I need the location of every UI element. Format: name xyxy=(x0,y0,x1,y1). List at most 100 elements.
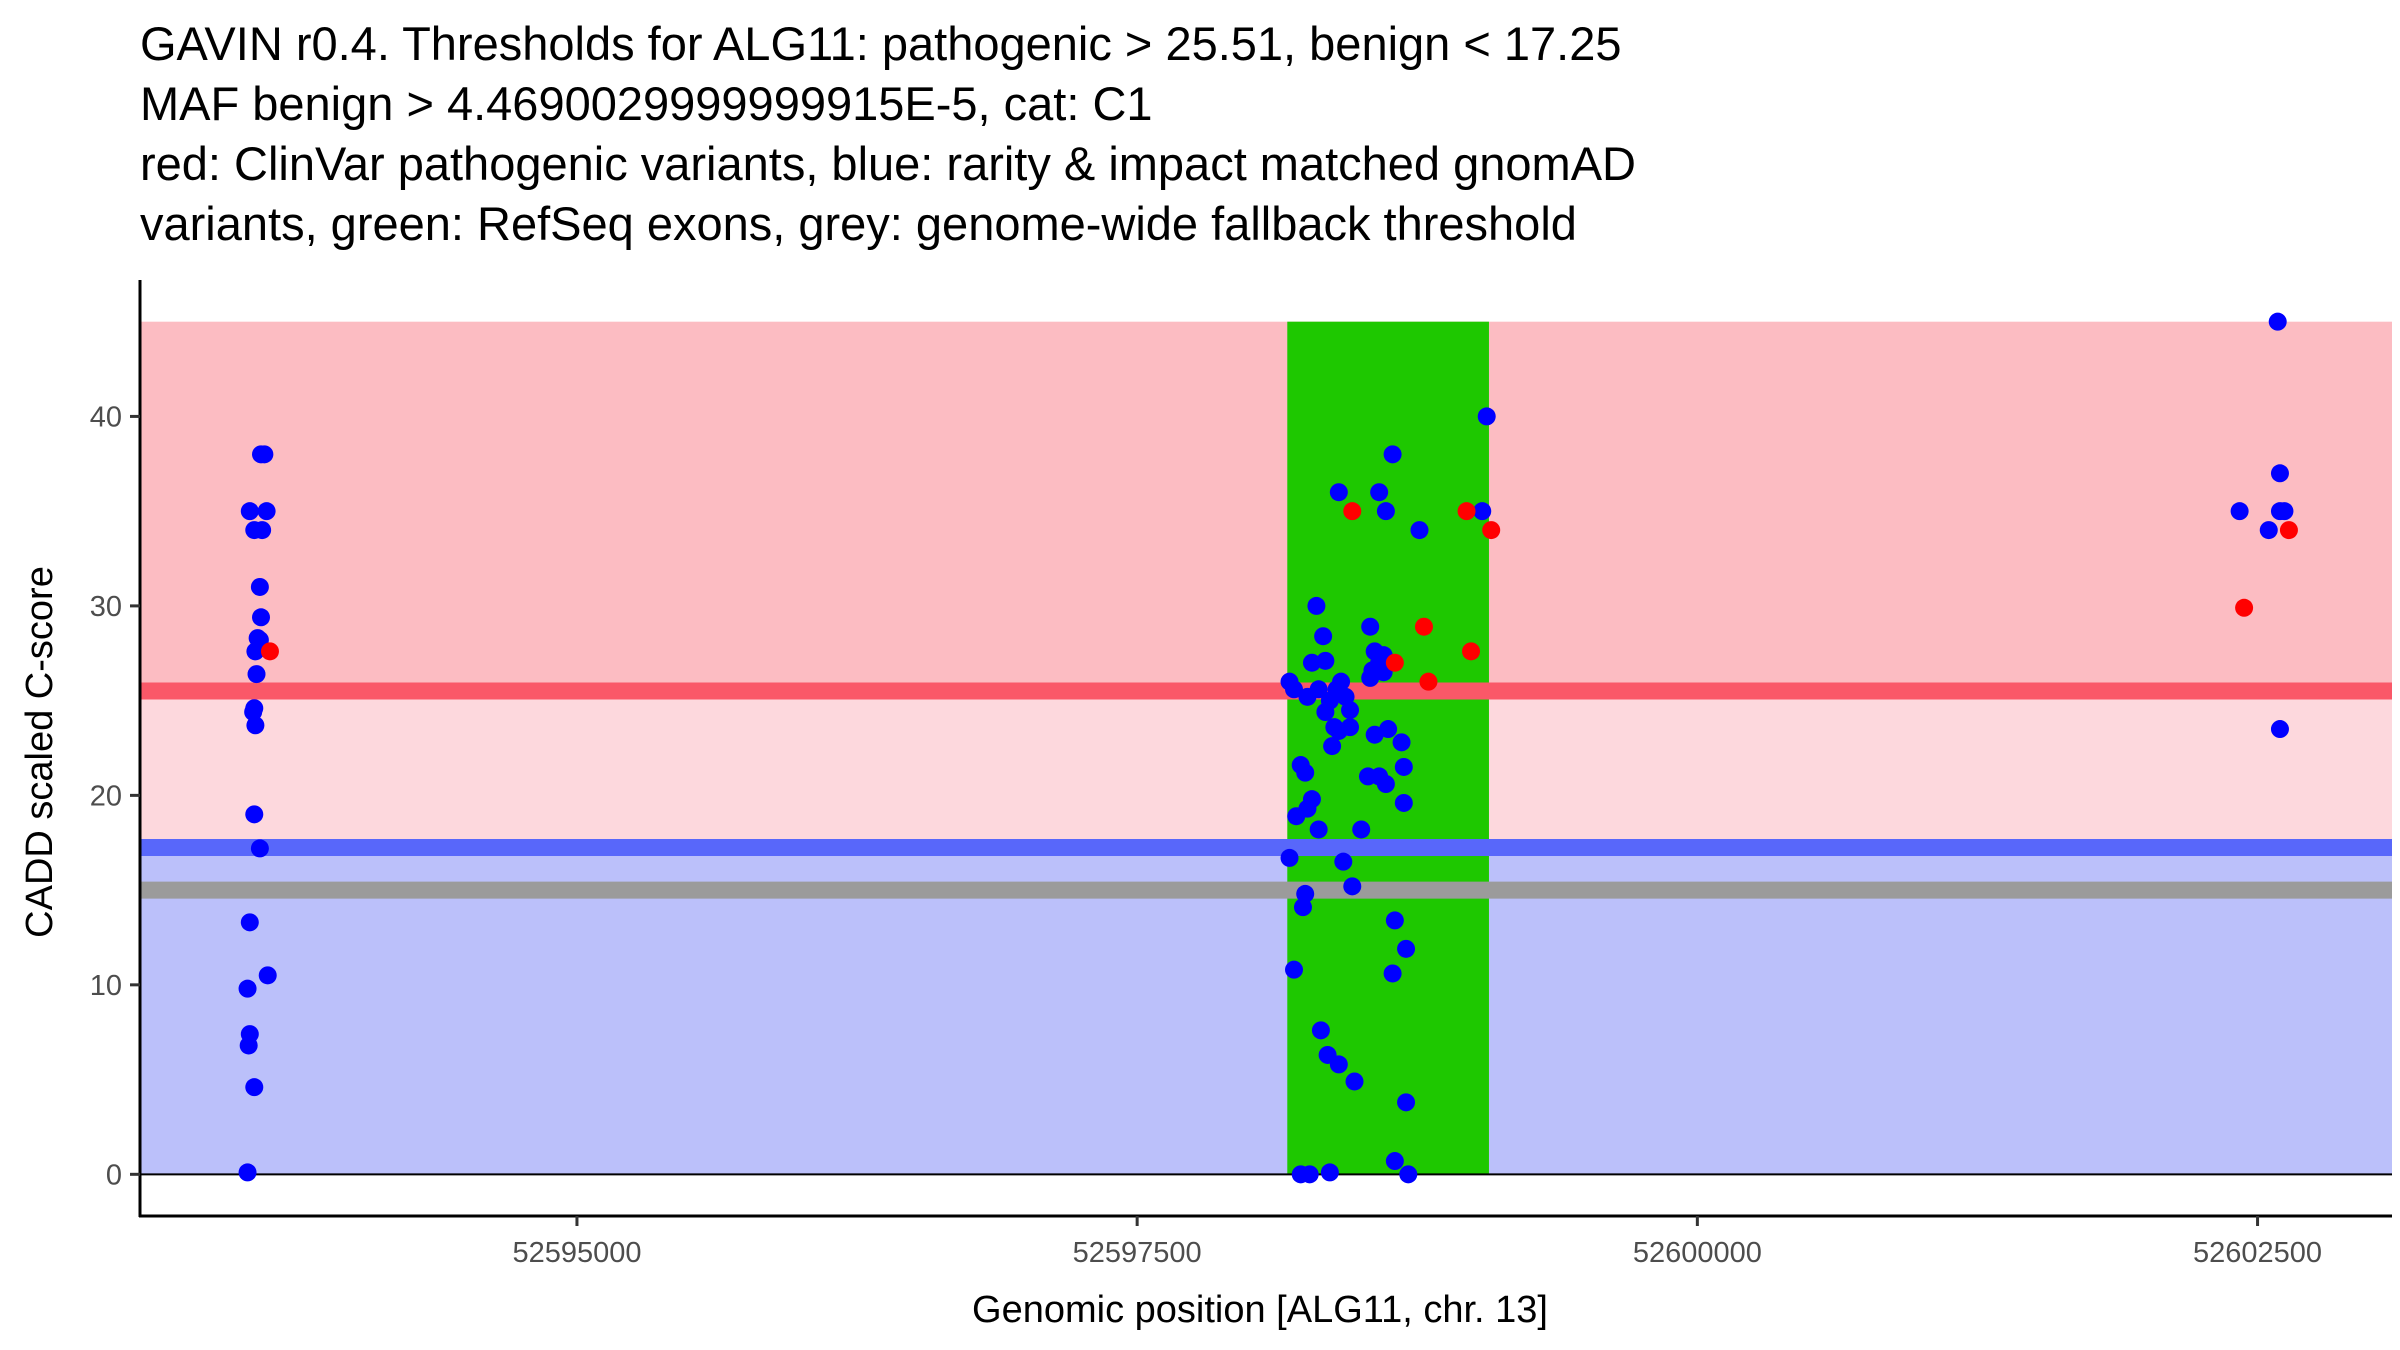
gnomad-point xyxy=(1397,939,1416,958)
gnomad-point xyxy=(1302,790,1321,809)
clinvar-point xyxy=(1482,521,1501,540)
gnomad-point xyxy=(1323,737,1342,756)
gnomad-point xyxy=(246,716,265,735)
gnomad-point xyxy=(1316,703,1335,721)
gnomad-point xyxy=(1385,1152,1404,1171)
x-tick-label: 52602500 xyxy=(2193,1237,2322,1269)
gnomad-point xyxy=(2268,312,2287,331)
gnomad-point xyxy=(2275,502,2294,521)
y-tick-label: 0 xyxy=(106,1159,122,1191)
gnomad-point xyxy=(240,502,259,521)
gnomad-point xyxy=(1285,680,1304,699)
gnomad-point xyxy=(258,966,277,985)
gnomad-point xyxy=(1397,1093,1416,1112)
gnomad-point xyxy=(239,1036,258,1055)
gnomad-point xyxy=(1285,960,1304,979)
gnomad-point xyxy=(2270,464,2289,483)
gnomad-point xyxy=(1352,820,1371,839)
gnomad-point xyxy=(2270,720,2289,739)
y-tick-label: 40 xyxy=(90,401,122,433)
clinvar-point xyxy=(1419,672,1438,691)
gnomad-point xyxy=(257,502,276,521)
gnomad-point xyxy=(247,665,266,684)
gnomad-point xyxy=(1334,852,1353,871)
gnomad-point xyxy=(1473,502,1492,521)
y-tick-label: 30 xyxy=(90,591,122,623)
gnomad-point xyxy=(246,642,265,661)
title-line-1: GAVIN r0.4. Thresholds for ALG11: pathog… xyxy=(140,17,1622,70)
chart-title: GAVIN r0.4. Thresholds for ALG11: pathog… xyxy=(140,14,2380,254)
gnomad-point xyxy=(2259,521,2278,540)
gnomad-point xyxy=(1410,521,1429,540)
clinvar-point xyxy=(1457,502,1476,521)
gnomad-point xyxy=(1296,763,1315,782)
gnomad-point xyxy=(253,521,272,540)
gnomad-point xyxy=(1329,483,1348,502)
gnomad-point xyxy=(2230,502,2249,521)
gnomad-point xyxy=(245,1078,264,1097)
gnomad-point xyxy=(238,979,257,998)
gnomad-point xyxy=(1300,1165,1319,1184)
threshold-regions xyxy=(140,321,2392,1175)
clinvar-point xyxy=(1462,642,1481,661)
gnomad-point xyxy=(1361,668,1380,687)
gnomad-point xyxy=(1383,964,1402,983)
clinvar-point xyxy=(2235,598,2254,617)
gnomad-point xyxy=(1296,884,1315,903)
x-tick-label: 52600000 xyxy=(1633,1237,1762,1269)
axes: 0 10 20 30 40 52595000 52597500 52600000 5260250… xyxy=(90,280,2392,1269)
gnomad-point xyxy=(252,608,271,627)
gnomad-point xyxy=(1280,848,1299,867)
gnomad-point xyxy=(255,445,274,464)
gnomad-point xyxy=(1370,483,1389,502)
title-line-3: red: ClinVar pathogenic variants, blue: … xyxy=(140,137,1636,190)
clinvar-point xyxy=(1385,653,1404,672)
y-axis-title: CADD scaled C-score xyxy=(19,566,61,938)
clinvar-point xyxy=(1414,617,1433,636)
y-tick-label: 10 xyxy=(90,970,122,1002)
gnomad-point xyxy=(240,913,259,932)
threshold-lines xyxy=(140,682,2392,899)
gnomad-point xyxy=(250,577,269,596)
gnomad-point xyxy=(1399,1165,1418,1184)
gnomad-point xyxy=(1394,793,1413,812)
gnomad-point xyxy=(1343,877,1362,896)
gnomad-point xyxy=(1293,898,1312,917)
y-tick-label: 20 xyxy=(90,780,122,812)
gnomad-point xyxy=(1302,653,1321,672)
gnomad-point xyxy=(1332,672,1351,691)
gnomad-point xyxy=(1314,627,1333,646)
gnomad-point xyxy=(1376,502,1395,521)
region-pathogenic xyxy=(140,321,2392,691)
gnomad-point xyxy=(250,839,269,858)
clinvar-point xyxy=(1343,502,1362,521)
gnomad-point xyxy=(1311,1021,1330,1040)
gnomad-point xyxy=(245,805,264,824)
x-tick-label: 52597500 xyxy=(1073,1237,1202,1269)
gnomad-point xyxy=(1376,775,1395,793)
region-benign xyxy=(140,847,2392,1175)
gnomad-point xyxy=(1320,1163,1339,1182)
gnomad-point xyxy=(1345,1072,1364,1091)
gnomad-point xyxy=(1287,807,1306,826)
region-intermediate xyxy=(140,690,2392,848)
gnomad-point xyxy=(1385,911,1404,930)
gnomad-point xyxy=(1307,596,1326,615)
variant-points xyxy=(238,312,2298,1184)
gnomad-point xyxy=(244,703,263,721)
gnomad-point xyxy=(1383,445,1402,464)
gnomad-point xyxy=(1341,701,1360,720)
clinvar-point xyxy=(260,642,279,661)
title-line-4: variants, green: RefSeq exons, grey: gen… xyxy=(140,197,1577,250)
title-line-2: MAF benign > 4.4690029999999915E-5, cat:… xyxy=(140,77,1153,130)
gnomad-point xyxy=(1365,725,1384,744)
x-axis-title: Genomic position [ALG11, chr. 13] xyxy=(972,1289,1548,1331)
gnomad-point xyxy=(1392,733,1411,752)
gnomad-point xyxy=(1477,407,1496,426)
gnomad-point xyxy=(1316,651,1335,670)
gnomad-point xyxy=(1379,720,1398,739)
gnomad-point xyxy=(1329,1055,1348,1074)
gnomad-point xyxy=(238,1163,257,1182)
clinvar-point xyxy=(2279,521,2298,540)
